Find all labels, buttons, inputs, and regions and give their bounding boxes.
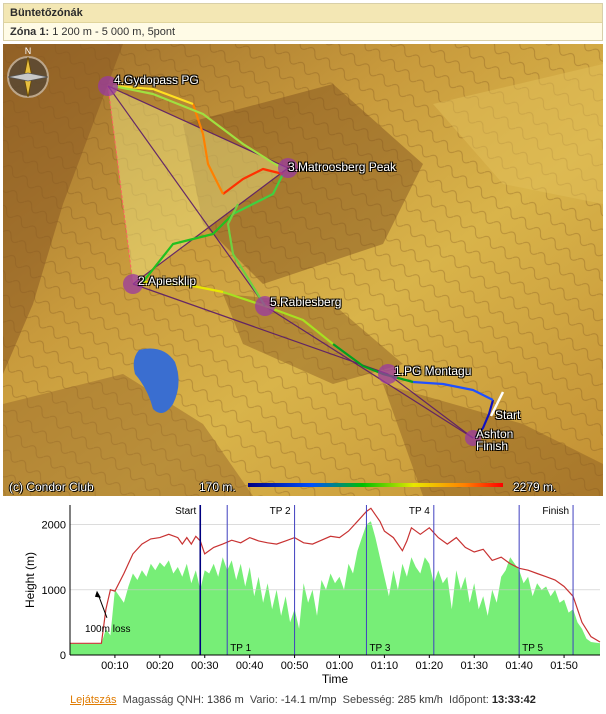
y-axis-title: Height (m) xyxy=(23,552,37,608)
terrain-area xyxy=(70,521,600,655)
map-copyright: (c) Condor Club xyxy=(9,480,94,494)
altitude-scale-bar xyxy=(248,483,503,487)
speed-label: Sebesség: xyxy=(342,694,395,706)
zone-1-label: Zóna 1: xyxy=(10,26,50,38)
marker-label: Finish xyxy=(542,506,569,517)
compass-icon: N xyxy=(7,46,49,98)
marker-label: TP 3 xyxy=(369,643,390,654)
penalty-zone-title: Büntetőzónák xyxy=(4,4,602,23)
marker-label: TP 5 xyxy=(522,643,543,654)
marker-label: TP 1 xyxy=(230,643,251,654)
x-tick-label: 00:30 xyxy=(191,660,219,672)
penalty-zone-panel: Büntetőzónák Zóna 1: 1 200 m - 5 000 m, … xyxy=(3,3,603,41)
replay-link[interactable]: Lejátszás xyxy=(70,694,117,706)
x-axis-title: Time xyxy=(322,672,349,686)
x-tick-label: 00:10 xyxy=(101,660,129,672)
time-label: Időpont: xyxy=(449,694,489,706)
start-label: Start xyxy=(495,408,521,422)
zone-1-line: Zóna 1: 1 200 m - 5 000 m, 5pont xyxy=(10,26,175,38)
task-map[interactable]: 4.Gydopass PG 3.Matroosberg Peak 2.Apies… xyxy=(3,44,603,496)
marker-label: Start xyxy=(175,506,196,517)
turnpoint-label-2: 2.Apiesklip xyxy=(138,274,197,288)
finish-label: Finish xyxy=(476,439,509,453)
y-tick-label: 0 xyxy=(60,650,66,662)
x-tick-label: 01:50 xyxy=(550,660,578,672)
altitude-scale-min: 170 m. xyxy=(199,480,236,494)
altitude-line xyxy=(70,507,601,644)
x-tick-label: 01:00 xyxy=(326,660,354,672)
x-tick-label: 00:20 xyxy=(146,660,174,672)
annotation-arrowhead xyxy=(94,590,101,598)
ashton-label: Ashton xyxy=(476,427,514,441)
x-tick-label: 00:40 xyxy=(236,660,264,672)
altitude-scale-max: 2279 m. xyxy=(513,480,557,494)
altitude-chart-svg: Start TP 1 TP 2 TP 3 TP 4 TP 5 Finish 0 1000 200… xyxy=(23,505,601,686)
turnpoint-label-4: 4.Gydopass PG xyxy=(114,73,199,87)
qnh-value: 1386 m xyxy=(207,694,244,706)
speed-value: 285 km/h xyxy=(397,694,443,706)
turnpoint-label-5: 5.Rabiesberg xyxy=(270,295,342,309)
vario-label: Vario: xyxy=(249,694,278,706)
time-value: 13:33:42 xyxy=(491,694,536,706)
map-terrain xyxy=(3,44,603,496)
altitude-chart[interactable]: Start TP 1 TP 2 TP 3 TP 4 TP 5 Finish 0 1000 200… xyxy=(3,497,603,690)
y-tick-label: 2000 xyxy=(42,520,66,532)
y-tick-label: 1000 xyxy=(42,585,66,597)
vario-value: -14.1 m/mp xyxy=(280,694,337,706)
zone-1-value: 1 200 m - 5 000 m, 5pont xyxy=(52,26,176,38)
x-tick-label: 01:30 xyxy=(460,660,488,672)
turnpoint-label-1: 1.PG Montagu xyxy=(394,364,472,378)
x-tick-label: 00:50 xyxy=(281,660,309,672)
marker-label: TP 4 xyxy=(409,506,430,517)
compass-north-letter: N xyxy=(25,46,32,56)
x-tick-label: 01:40 xyxy=(505,660,533,672)
annotation-label: 100m loss xyxy=(85,624,131,635)
qnh-label: Magasság QNH: xyxy=(122,694,204,706)
turnpoint-label-3: 3.Matroosberg Peak xyxy=(288,160,397,174)
annotation-arrow xyxy=(97,593,108,618)
x-tick-label: 01:20 xyxy=(416,660,444,672)
flight-status-bar: Lejátszás Magasság QNH: 1386 m Vario: -1… xyxy=(0,694,606,712)
marker-label: TP 2 xyxy=(270,506,291,517)
x-tick-label: 01:10 xyxy=(371,660,399,672)
